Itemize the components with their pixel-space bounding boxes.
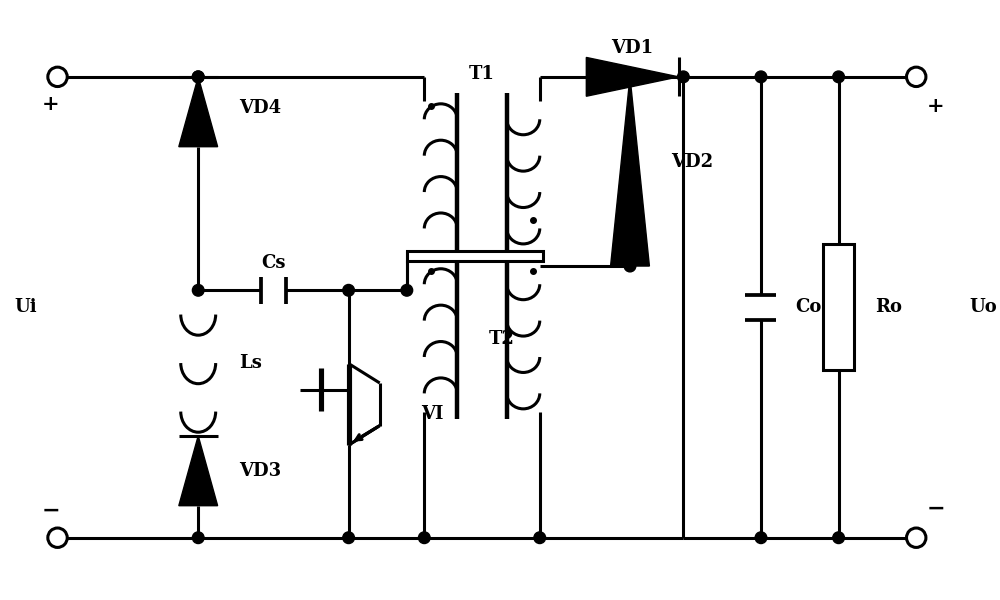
Text: VI: VI <box>421 405 444 423</box>
Text: Cs: Cs <box>261 254 286 272</box>
Text: VD2: VD2 <box>671 153 713 171</box>
Text: VD4: VD4 <box>239 99 281 117</box>
Text: VD3: VD3 <box>239 462 281 480</box>
Circle shape <box>534 532 546 544</box>
Text: −: − <box>41 500 60 521</box>
Text: Ui: Ui <box>14 298 37 316</box>
Polygon shape <box>179 77 218 146</box>
Text: T2: T2 <box>488 330 514 348</box>
Text: T1: T1 <box>469 65 495 83</box>
Circle shape <box>833 71 844 83</box>
Polygon shape <box>611 77 649 266</box>
Circle shape <box>48 67 67 86</box>
Text: +: + <box>42 94 60 114</box>
Circle shape <box>418 532 430 544</box>
Text: VD1: VD1 <box>611 39 653 57</box>
Bar <box>823 244 854 370</box>
Circle shape <box>833 532 844 544</box>
Bar <box>407 251 543 261</box>
Polygon shape <box>586 58 679 96</box>
Circle shape <box>624 71 636 83</box>
Text: Ro: Ro <box>875 298 902 316</box>
Circle shape <box>192 71 204 83</box>
Circle shape <box>678 71 689 83</box>
Circle shape <box>401 284 413 296</box>
Circle shape <box>48 528 67 547</box>
Text: Uo: Uo <box>970 298 997 316</box>
Circle shape <box>343 284 354 296</box>
Circle shape <box>755 532 767 544</box>
Polygon shape <box>179 436 218 506</box>
Circle shape <box>755 71 767 83</box>
Circle shape <box>624 260 636 272</box>
Text: Ls: Ls <box>239 354 262 372</box>
Circle shape <box>192 71 204 83</box>
Circle shape <box>343 532 354 544</box>
Circle shape <box>192 532 204 544</box>
Text: Co: Co <box>795 298 821 316</box>
Text: −: − <box>926 497 945 520</box>
Circle shape <box>192 284 204 296</box>
Text: +: + <box>927 96 944 116</box>
Circle shape <box>907 67 926 86</box>
Circle shape <box>907 528 926 547</box>
